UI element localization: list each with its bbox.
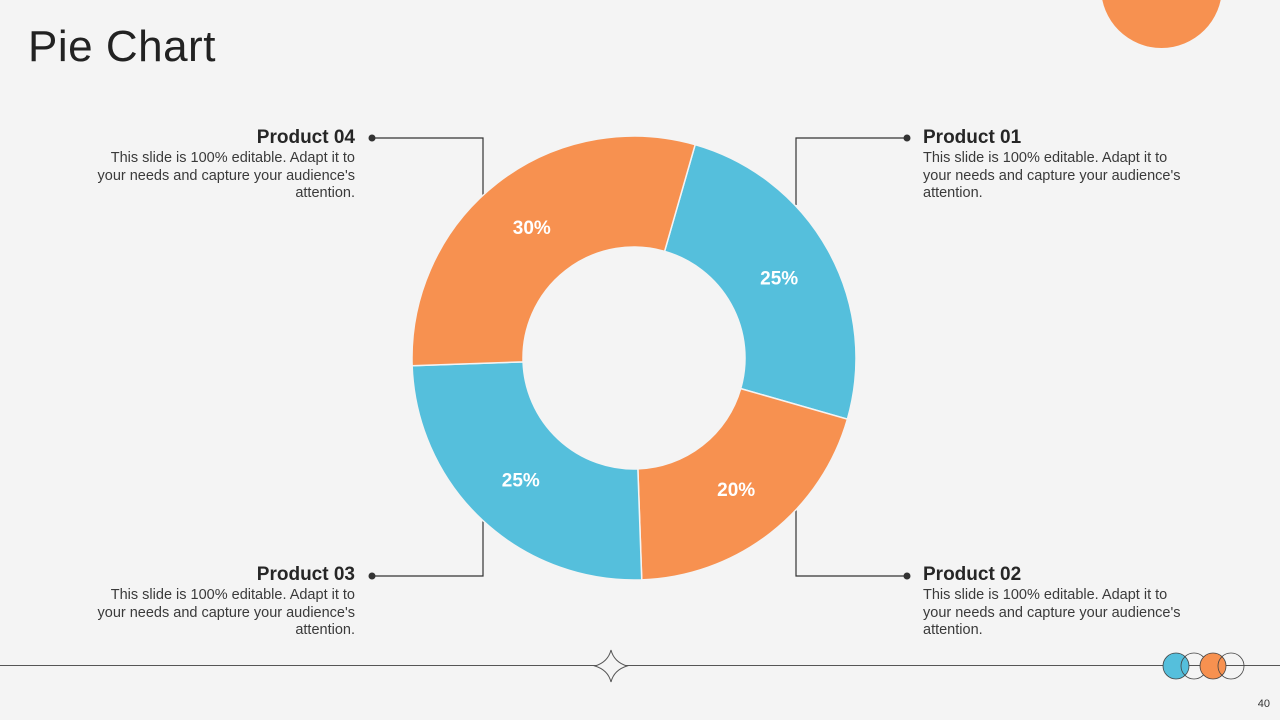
product-03-desc: This slide is 100% editable. Adapt it to… xyxy=(97,587,356,638)
product-01-desc: This slide is 100% editable. Adapt it to… xyxy=(923,150,1181,201)
connector-dot xyxy=(903,572,911,580)
product-01-name: Product 01 xyxy=(923,127,1022,148)
product-04-block: Product 04 This slide is 100% editable. … xyxy=(95,127,356,203)
slice-label-4: 30% xyxy=(513,218,551,239)
connector-dot xyxy=(368,134,376,142)
connector-dot xyxy=(903,134,911,142)
product-04-desc: This slide is 100% editable. Adapt it to… xyxy=(97,150,356,201)
donut-slice-1 xyxy=(663,143,857,421)
donut-slice-4 xyxy=(411,135,697,367)
slice-label-2: 20% xyxy=(717,480,755,501)
connector-product-03 xyxy=(372,518,484,577)
donut-slice-3 xyxy=(411,361,643,581)
connector-product-02 xyxy=(795,508,907,577)
page-title: Pie Chart xyxy=(28,22,216,71)
page-number: 40 xyxy=(1257,698,1270,710)
connector-product-04 xyxy=(372,137,484,195)
product-03-block: Product 03 This slide is 100% editable. … xyxy=(95,564,356,640)
connector-product-01 xyxy=(795,137,907,205)
slice-label-3: 25% xyxy=(502,470,540,491)
product-02-desc: This slide is 100% editable. Adapt it to… xyxy=(923,587,1181,638)
product-04-name: Product 04 xyxy=(256,127,355,148)
donut-slice-2 xyxy=(637,387,849,581)
slice-label-1: 25% xyxy=(760,269,798,290)
product-03-name: Product 03 xyxy=(256,564,355,585)
product-02-name: Product 02 xyxy=(923,564,1022,585)
connector-dot xyxy=(368,572,376,580)
footer-divider xyxy=(0,665,1280,666)
product-01-block: Product 01 This slide is 100% editable. … xyxy=(923,127,1183,203)
product-02-block: Product 02 This slide is 100% editable. … xyxy=(923,564,1183,640)
